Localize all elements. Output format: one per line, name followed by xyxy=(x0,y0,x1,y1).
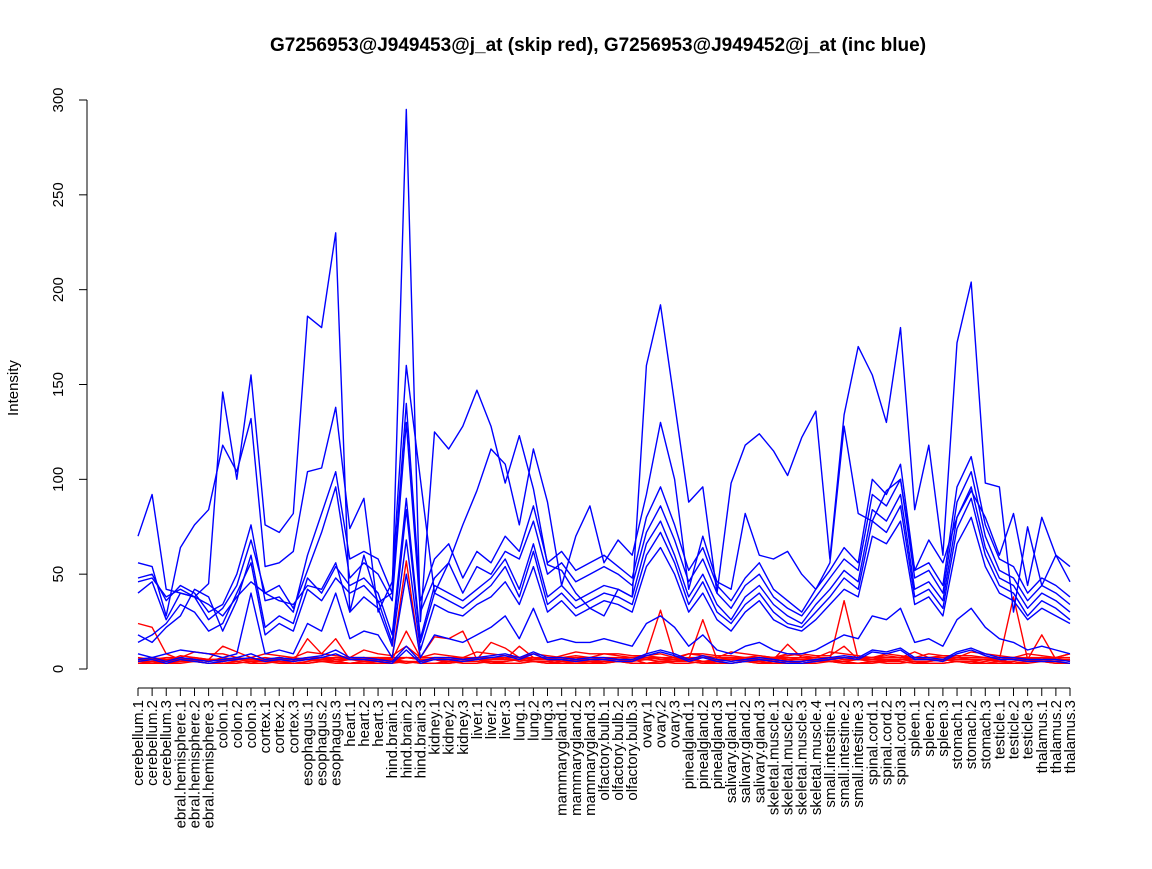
x-tick-label: thalamus.1 xyxy=(1034,700,1051,773)
x-tick-label: heart.2 xyxy=(356,700,373,747)
x-tick-label: spleen.1 xyxy=(907,700,924,757)
x-tick-label: lung.1 xyxy=(511,700,528,741)
y-tick-label: 100 xyxy=(50,467,67,492)
y-tick-label: 50 xyxy=(50,566,67,583)
x-tick-label: testicle.3 xyxy=(1020,700,1037,759)
x-tick-label: pinealgland.2 xyxy=(695,700,712,789)
x-tick-label: skeletal.muscle.4 xyxy=(808,700,825,815)
x-tick-label: skeletal.muscle.1 xyxy=(765,700,782,815)
x-tick-label: cortex.1 xyxy=(257,700,274,753)
x-tick-label: stomach.1 xyxy=(949,700,966,769)
x-tick-label: colon.1 xyxy=(215,700,232,748)
y-tick-label: 0 xyxy=(50,665,67,673)
x-tick-label: liver.1 xyxy=(469,700,486,739)
x-tick-label: small.intestine.2 xyxy=(836,700,853,808)
x-tick-label: cortex.2 xyxy=(271,700,288,753)
x-tick-label: olfactory.bulb.2 xyxy=(610,700,627,801)
x-tick-label: ebral.hemisphere.2 xyxy=(186,700,203,828)
x-tick-label: pinealgland.1 xyxy=(681,700,698,789)
x-tick-label: spinal.cord.3 xyxy=(893,700,910,785)
x-tick-label: cortex.3 xyxy=(285,700,302,753)
x-tick-label: cerebellum.2 xyxy=(144,700,161,786)
x-tick-label: testicle.1 xyxy=(991,700,1008,759)
x-tick-label: liver.3 xyxy=(497,700,514,739)
x-tick-label: liver.2 xyxy=(483,700,500,739)
x-tick-label: small.intestine.3 xyxy=(850,700,867,808)
x-tick-label: ovary.2 xyxy=(652,700,669,748)
x-tick-label: colon.3 xyxy=(243,700,260,748)
x-tick-label: skeletal.muscle.3 xyxy=(794,700,811,815)
x-tick-label: kidney.1 xyxy=(427,700,444,755)
x-tick-label: thalamus.2 xyxy=(1048,700,1065,773)
x-tick-label: lung.2 xyxy=(525,700,542,741)
x-axis: cerebellum.1cerebellum.2cerebellum.3ebra… xyxy=(130,687,1079,828)
x-tick-label: mammarygland.1 xyxy=(554,700,571,816)
x-tick-label: hind.brain.3 xyxy=(412,700,429,778)
x-tick-label: cerebellum.1 xyxy=(130,700,147,786)
y-tick-label: 300 xyxy=(50,87,67,112)
x-tick-label: stomach.3 xyxy=(977,700,994,769)
y-axis-label: Intensity xyxy=(5,360,22,416)
x-tick-label: salivary.gland.3 xyxy=(751,700,768,803)
x-tick-label: ovary.1 xyxy=(638,700,655,748)
x-tick-label: esophagus.1 xyxy=(299,700,316,786)
x-tick-label: skeletal.muscle.2 xyxy=(780,700,797,815)
chart-title: G7256953@J949453@j_at (skip red), G72569… xyxy=(270,35,926,56)
series-line-inc-12 xyxy=(137,364,1071,617)
x-tick-label: pinealgland.3 xyxy=(709,700,726,789)
x-tick-label: hind.brain.2 xyxy=(398,700,415,778)
x-tick-label: esophagus.3 xyxy=(328,700,345,786)
series-line-inc-17 xyxy=(137,516,1071,651)
x-tick-label: kidney.2 xyxy=(441,700,458,755)
x-tick-label: cerebellum.3 xyxy=(158,700,175,786)
x-tick-label: spinal.cord.1 xyxy=(864,700,881,785)
series-line-inc-16 xyxy=(137,497,1071,644)
y-tick-label: 150 xyxy=(50,372,67,397)
x-tick-label: salivary.gland.1 xyxy=(723,700,740,803)
series-line-inc-20 xyxy=(137,649,1071,664)
x-tick-label: spinal.cord.2 xyxy=(878,700,895,785)
x-tick-label: hind.brain.1 xyxy=(384,700,401,778)
x-tick-label: heart.1 xyxy=(342,700,359,747)
series-line-inc-13 xyxy=(137,402,1071,613)
series-line-skip-1 xyxy=(137,560,1070,663)
x-tick-label: mammarygland.2 xyxy=(568,700,585,816)
x-tick-label: lung.3 xyxy=(540,700,557,741)
x-tick-label: testicle.2 xyxy=(1006,700,1023,759)
series-layer xyxy=(137,108,1071,664)
x-tick-label: olfactory.bulb.1 xyxy=(596,700,613,801)
y-axis: 0 50 100 150 200 250 300 xyxy=(50,87,88,673)
x-tick-label: mammarygland.3 xyxy=(582,700,599,816)
series-line-inc-18 xyxy=(137,573,1071,659)
series-line-inc-19 xyxy=(137,645,1071,663)
x-tick-label: ovary.3 xyxy=(667,700,684,748)
series-line-inc-11 xyxy=(137,108,1071,623)
x-tick-label: salivary.gland.2 xyxy=(737,700,754,803)
x-tick-label: colon.2 xyxy=(229,700,246,748)
series-line-skip-10 xyxy=(138,660,1070,664)
x-tick-label: esophagus.2 xyxy=(314,700,331,786)
x-tick-label: olfactory.bulb.3 xyxy=(624,700,641,801)
x-tick-label: ebral.hemisphere.1 xyxy=(172,700,189,828)
x-tick-label: heart.3 xyxy=(370,700,387,747)
series-line-inc-15 xyxy=(137,486,1071,644)
x-tick-label: spleen.2 xyxy=(921,700,938,757)
x-tick-label: ebral.hemisphere.3 xyxy=(201,700,218,828)
y-tick-label: 200 xyxy=(50,277,67,302)
y-tick-label: 250 xyxy=(50,182,67,207)
x-tick-label: small.intestine.1 xyxy=(822,700,839,808)
series-line-inc-14 xyxy=(137,421,1071,621)
x-tick-label: kidney.3 xyxy=(455,700,472,755)
x-tick-label: stomach.2 xyxy=(963,700,980,769)
x-tick-label: spleen.3 xyxy=(935,700,952,757)
x-tick-label: thalamus.3 xyxy=(1062,700,1079,773)
